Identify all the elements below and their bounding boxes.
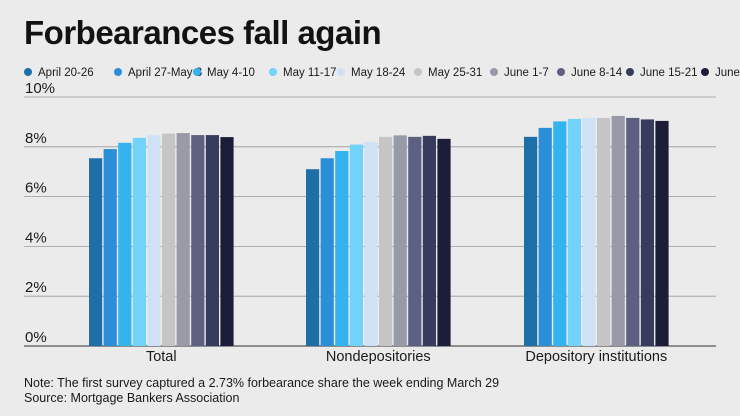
bar: [379, 136, 393, 346]
bar: [176, 133, 190, 346]
bar: [567, 118, 581, 346]
legend-swatch: [414, 67, 422, 76]
bar: [364, 142, 378, 346]
legend-label: May 25-31: [428, 67, 483, 79]
legend-label: May 18-24: [351, 67, 406, 79]
bar: [597, 117, 611, 346]
legend-swatch: [490, 67, 498, 76]
legend-swatch: [337, 67, 345, 76]
legend-item: May 18-24: [337, 66, 405, 80]
chart-footnote: Note: The first survey captured a 2.73% …: [24, 376, 499, 406]
legend-swatch: [269, 67, 277, 76]
bar: [205, 135, 219, 346]
bar: [118, 142, 132, 346]
bar: [306, 169, 320, 346]
note-text: Note: The first survey captured a 2.73% …: [24, 376, 500, 390]
bar: [393, 135, 407, 346]
category-label: Depository institutions: [525, 349, 667, 365]
y-tick-label: 0%: [25, 329, 47, 346]
bar: [655, 120, 669, 347]
y-tick-label: 10%: [25, 80, 55, 97]
bar: [320, 158, 334, 346]
source-text: Source: Mortgage Bankers Association: [24, 391, 240, 405]
legend-swatch: [701, 67, 709, 76]
bar: [147, 135, 161, 346]
chart-legend: April 20-26 April 27-May 3 May 4-10 May 11-…: [24, 66, 740, 80]
legend-item: June 15-21: [626, 66, 698, 80]
bar: [408, 136, 422, 346]
y-tick-label: 8%: [25, 130, 47, 147]
legend-item: May 11-17: [269, 66, 336, 80]
legend-item: April 27-May 3: [114, 66, 202, 80]
legend-item: April 20-26: [24, 66, 94, 80]
bar: [437, 138, 451, 346]
bar: [524, 136, 538, 346]
legend-label: June 15-21: [640, 67, 698, 79]
legend-item: June 1-7: [490, 66, 549, 80]
bar: [349, 144, 363, 346]
y-tick-label: 2%: [25, 279, 47, 296]
legend-label: April 20-26: [38, 67, 94, 79]
bar: [626, 117, 640, 346]
legend-item: May 25-31: [414, 66, 482, 80]
category-label: Nondepositories: [326, 349, 431, 365]
bar: [191, 135, 205, 346]
y-tick-label: 4%: [25, 229, 47, 246]
bar: [162, 133, 176, 346]
bar: [582, 117, 596, 346]
bar: [335, 151, 349, 346]
legend-label: June 8-14: [571, 67, 623, 79]
y-tick-label: 6%: [25, 180, 47, 197]
bar: [553, 121, 567, 346]
bar: [611, 115, 625, 346]
legend-swatch: [626, 67, 634, 76]
category-label: Total: [146, 349, 177, 365]
legend-item: May 4-10: [193, 66, 255, 80]
legend-swatch: [557, 67, 565, 76]
legend-label: June 22-28: [715, 67, 740, 79]
legend-label: June 1-7: [504, 67, 549, 79]
chart-title: Forbearances fall again: [24, 14, 382, 51]
bar: [422, 135, 436, 346]
legend-item: June 22-28: [701, 66, 740, 80]
bar: [132, 137, 146, 346]
bar: [538, 127, 552, 346]
legend-swatch: [24, 67, 32, 76]
legend-swatch: [114, 67, 122, 76]
legend-label: May 4-10: [207, 67, 255, 79]
legend-label: April 27-May 3: [128, 67, 203, 79]
bar: [640, 119, 654, 346]
legend-swatch: [193, 67, 201, 76]
legend-label: May 11-17: [283, 67, 337, 79]
bar: [220, 137, 234, 346]
bar: [103, 149, 117, 346]
bar: [89, 158, 103, 346]
legend-item: June 8-14: [557, 66, 622, 80]
